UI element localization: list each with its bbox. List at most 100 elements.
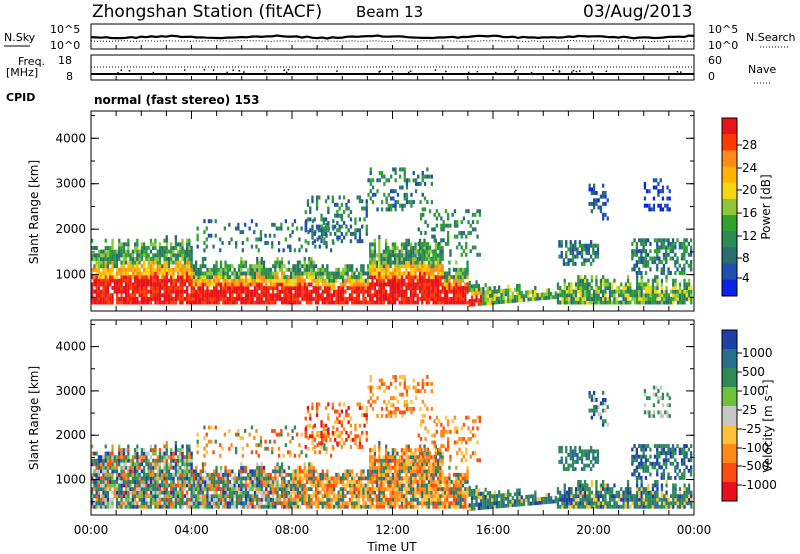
range-cell <box>104 296 107 301</box>
range-cell <box>308 289 311 294</box>
range-cell <box>274 264 277 269</box>
range-cell <box>333 476 336 481</box>
range-cell <box>570 300 573 305</box>
range-cell <box>378 289 381 294</box>
range-cell <box>477 298 480 303</box>
range-cell <box>394 494 397 499</box>
range-cell <box>167 469 171 474</box>
range-cell <box>565 296 569 301</box>
range-cell <box>188 267 191 272</box>
range-cell <box>378 504 381 509</box>
range-cell <box>667 293 670 298</box>
range-cell <box>355 487 358 491</box>
range-cell <box>326 497 329 502</box>
range-cell <box>285 487 288 491</box>
range-cell <box>238 497 241 502</box>
range-cell <box>380 458 383 463</box>
range-cell <box>457 289 460 294</box>
range-cell <box>423 181 427 186</box>
range-cell <box>140 289 143 294</box>
range-cell <box>118 282 121 287</box>
range-cell <box>373 289 376 294</box>
range-cell <box>226 480 229 484</box>
range-cell <box>636 278 639 283</box>
range-cell <box>344 271 347 276</box>
range-cell <box>305 476 309 481</box>
range-cell <box>604 194 607 199</box>
range-cell <box>678 282 682 287</box>
range-cell <box>176 455 180 460</box>
range-cell <box>213 289 216 294</box>
range-cell <box>346 271 349 276</box>
range-cell <box>122 264 125 269</box>
range-cell <box>645 282 648 287</box>
range-cell <box>354 231 357 236</box>
range-cell <box>120 451 123 456</box>
range-cell <box>290 300 293 305</box>
range-cell <box>134 296 137 301</box>
range-cell <box>683 249 686 254</box>
range-cell <box>299 465 302 470</box>
range-cell <box>606 300 609 305</box>
range-cell <box>562 261 566 266</box>
range-cell <box>321 480 324 484</box>
range-cell <box>339 271 342 276</box>
range-cell <box>201 275 205 280</box>
range-cell <box>134 275 137 280</box>
range-cell <box>280 462 284 467</box>
range-cell <box>176 462 180 467</box>
range-cell <box>685 260 688 265</box>
range-cell <box>446 278 449 283</box>
range-cell <box>186 476 189 481</box>
range-cell <box>131 289 134 294</box>
range-cell <box>561 293 564 298</box>
range-cell <box>161 480 164 484</box>
range-cell <box>660 267 663 272</box>
range-cell <box>106 246 110 250</box>
range-cell <box>219 293 223 298</box>
range-cell <box>396 256 399 261</box>
range-cell <box>181 483 184 488</box>
range-cell <box>267 504 270 509</box>
range-cell <box>138 267 141 272</box>
range-cell <box>292 490 295 495</box>
range-cell <box>441 296 444 301</box>
range-cell <box>158 494 162 499</box>
range-cell <box>91 501 94 506</box>
range-cell <box>140 256 143 261</box>
range-cell <box>102 249 105 254</box>
range-cell <box>190 451 193 456</box>
range-cell <box>111 253 114 258</box>
range-cell <box>394 171 397 175</box>
range-cell <box>373 260 376 265</box>
range-cell <box>287 278 290 283</box>
range-cell <box>192 469 196 474</box>
range-cell <box>358 235 362 240</box>
range-cell <box>163 293 166 298</box>
range-cell <box>188 487 191 491</box>
range-cell <box>353 504 356 509</box>
range-cell <box>448 275 451 280</box>
range-cell <box>115 253 119 258</box>
range-cell <box>314 497 318 502</box>
range-cell <box>423 282 426 287</box>
range-cell <box>285 497 288 502</box>
range-cell <box>428 245 432 250</box>
range-cell <box>167 293 171 298</box>
range-cell <box>113 278 116 283</box>
range-cell <box>97 260 101 265</box>
range-cell <box>274 472 277 477</box>
range-cell <box>262 480 266 484</box>
range-cell <box>310 469 313 474</box>
range-cell <box>644 263 648 268</box>
range-cell <box>269 271 272 276</box>
range-cell <box>115 476 119 481</box>
range-cell <box>371 469 374 474</box>
range-cell <box>274 480 277 484</box>
range-cell <box>181 300 184 305</box>
range-cell <box>163 444 166 449</box>
range-cell <box>392 189 395 194</box>
range-cell <box>447 238 450 243</box>
range-cell <box>154 472 157 477</box>
range-cell <box>389 293 392 298</box>
